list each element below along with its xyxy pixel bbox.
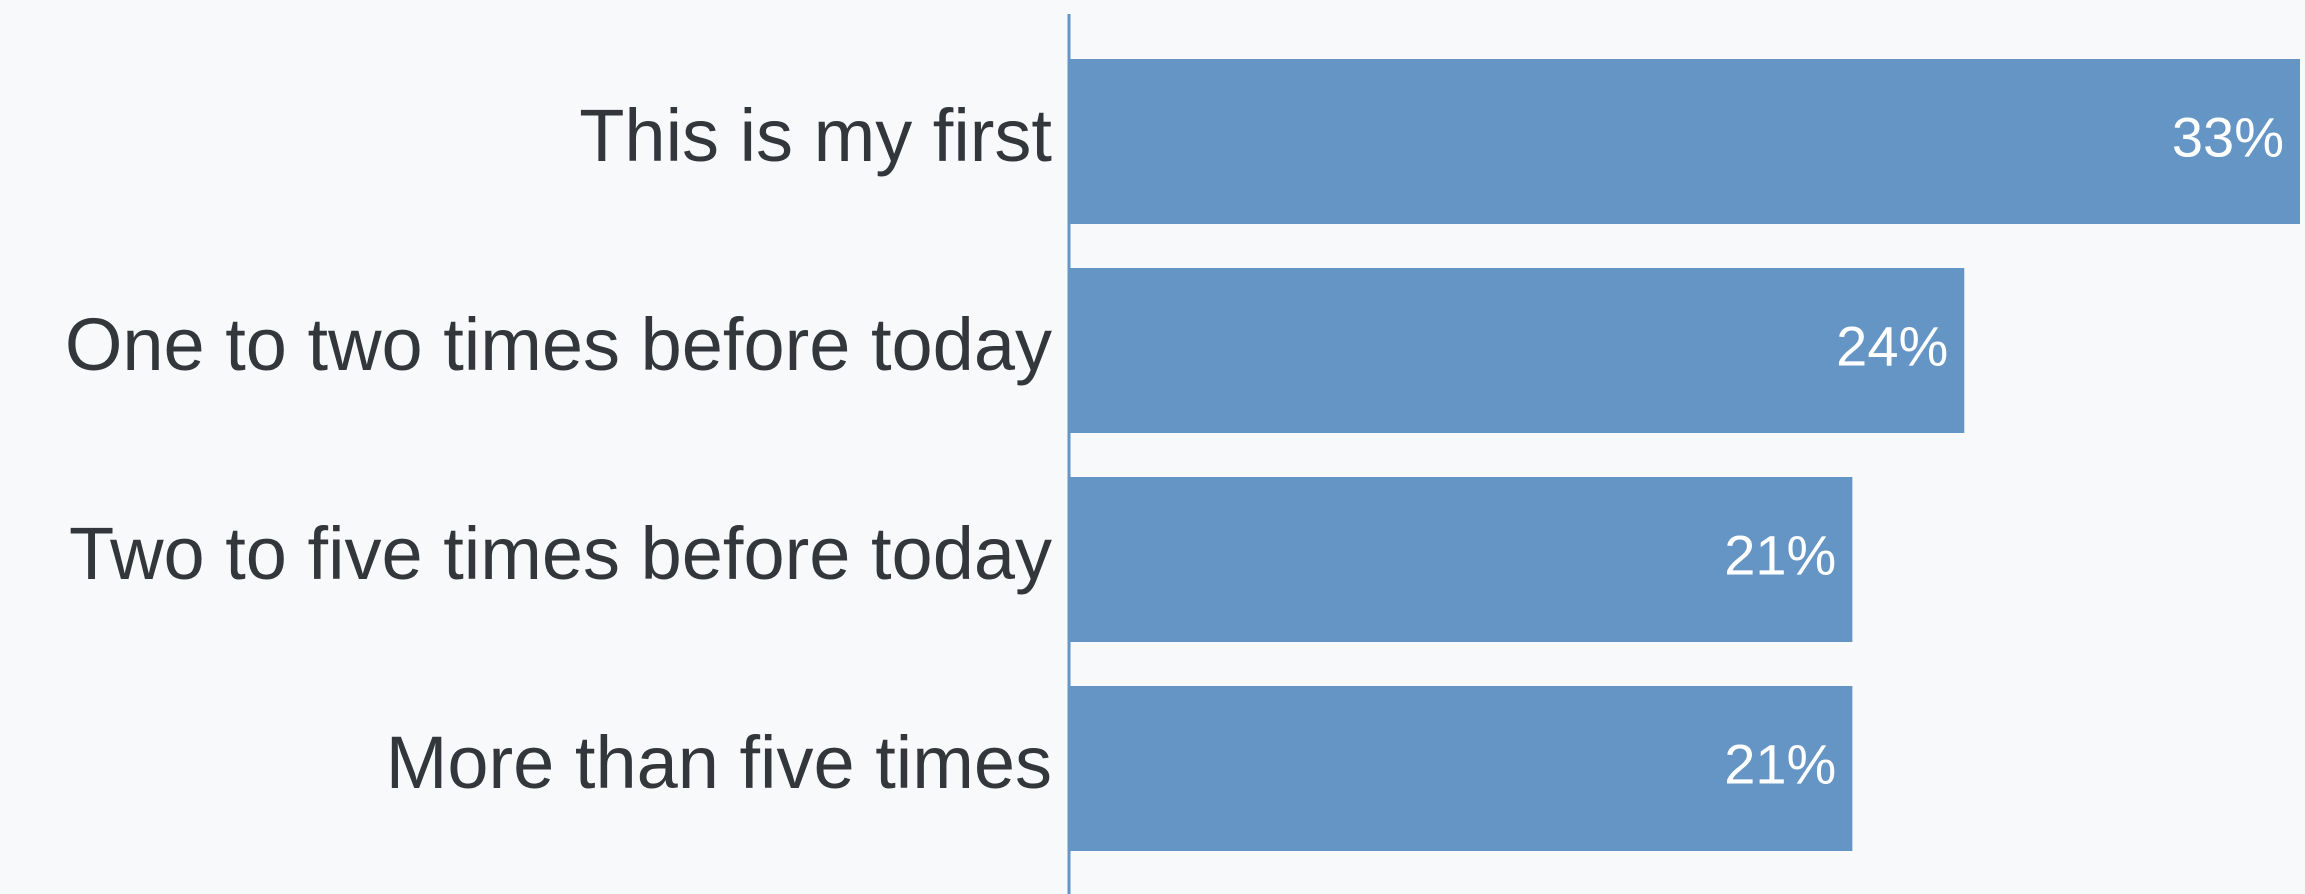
category-label: Two to five times before today: [69, 512, 1052, 595]
value-label: 24%: [1836, 314, 1948, 377]
category-label: This is my first: [579, 94, 1052, 177]
value-label: 33%: [2172, 105, 2284, 168]
bar: [1070, 477, 1853, 642]
category-label: More than five times: [386, 721, 1052, 804]
value-label: 21%: [1724, 523, 1836, 586]
bar: [1070, 686, 1853, 851]
bar: [1070, 268, 1965, 433]
value-label: 21%: [1724, 732, 1836, 795]
category-label: One to two times before today: [65, 303, 1052, 386]
bar: [1070, 59, 2300, 224]
